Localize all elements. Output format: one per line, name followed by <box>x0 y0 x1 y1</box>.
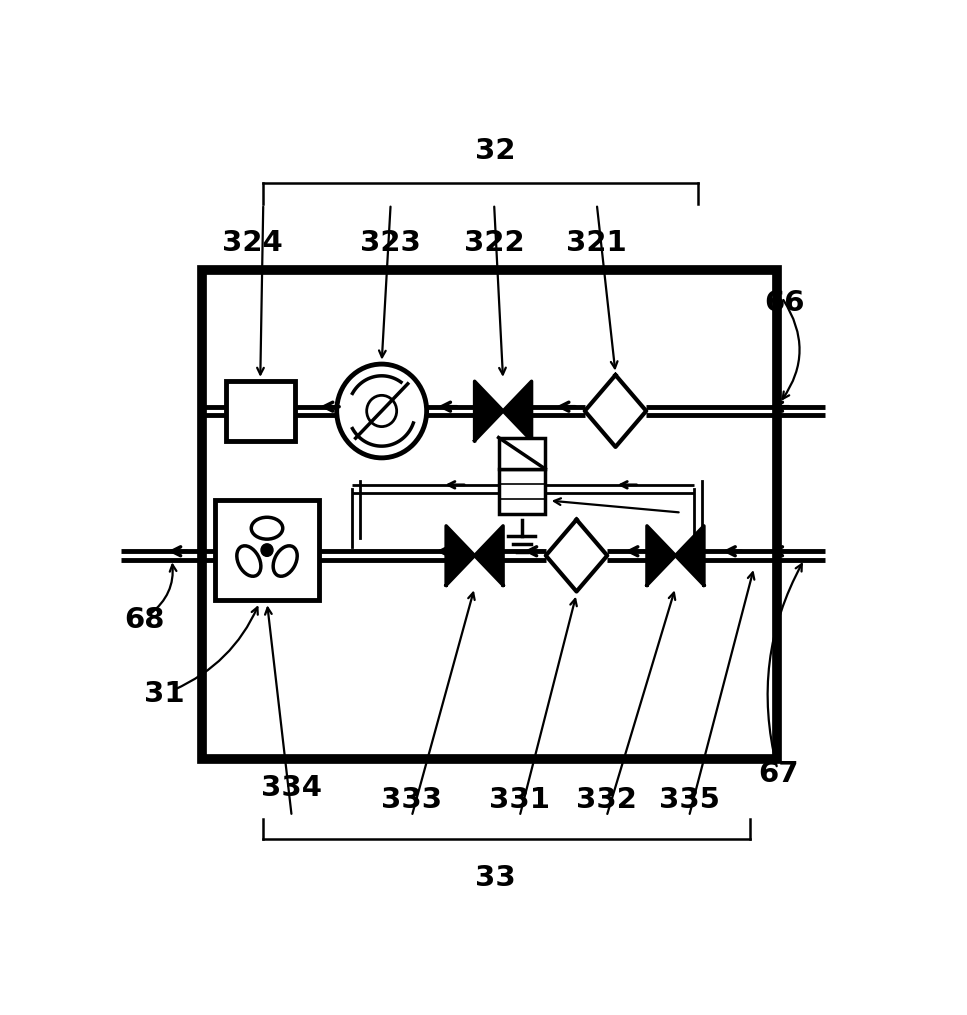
Circle shape <box>261 544 273 556</box>
Text: 332: 332 <box>576 787 637 814</box>
Polygon shape <box>446 526 475 586</box>
Polygon shape <box>503 382 532 441</box>
Polygon shape <box>676 526 704 586</box>
Polygon shape <box>545 520 607 592</box>
Polygon shape <box>585 375 646 447</box>
Text: 66: 66 <box>764 289 805 317</box>
Text: 31: 31 <box>144 680 185 707</box>
Text: 321: 321 <box>567 229 628 257</box>
Polygon shape <box>475 526 503 586</box>
Ellipse shape <box>273 546 297 577</box>
Text: 322: 322 <box>464 229 524 257</box>
Bar <box>226 382 295 441</box>
Ellipse shape <box>237 546 261 577</box>
Bar <box>499 469 545 515</box>
Bar <box>216 500 319 600</box>
Text: 324: 324 <box>221 229 282 257</box>
Text: 32: 32 <box>476 137 515 165</box>
Text: 33: 33 <box>475 864 516 891</box>
Polygon shape <box>475 382 503 441</box>
Ellipse shape <box>251 518 282 539</box>
Text: 68: 68 <box>125 606 165 633</box>
Circle shape <box>337 364 426 458</box>
Bar <box>499 437 545 469</box>
Text: 334: 334 <box>261 773 322 802</box>
Bar <box>202 270 777 759</box>
Text: 67: 67 <box>758 760 799 789</box>
Polygon shape <box>647 526 676 586</box>
Text: 331: 331 <box>489 787 550 814</box>
Text: 335: 335 <box>659 787 719 814</box>
Text: 323: 323 <box>361 229 421 257</box>
Text: 333: 333 <box>381 787 442 814</box>
